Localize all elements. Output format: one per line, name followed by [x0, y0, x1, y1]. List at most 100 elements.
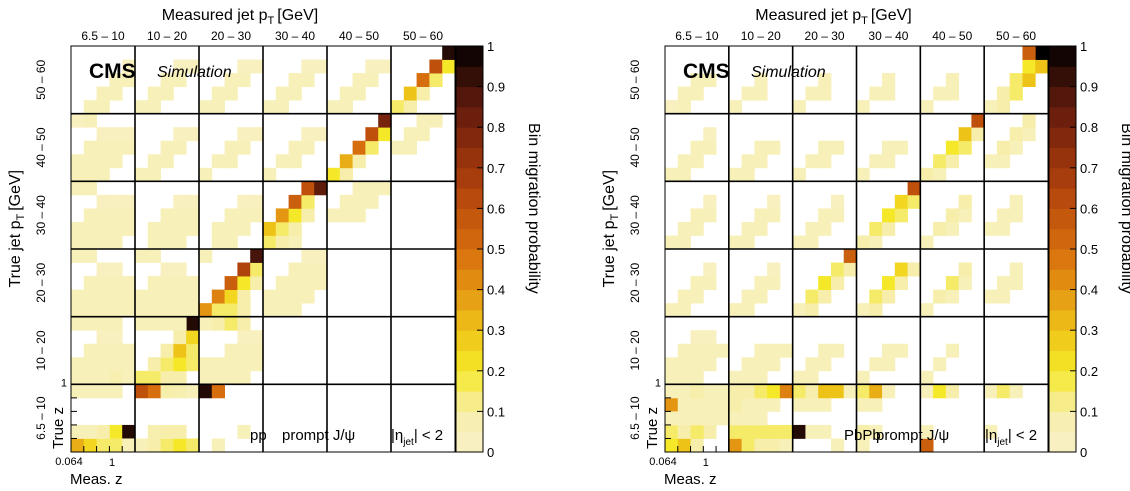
heatmap-cell	[882, 357, 896, 372]
heatmap-cell	[843, 249, 857, 263]
heatmap-cell	[741, 289, 755, 304]
heatmap-cell	[945, 140, 960, 155]
heatmap-cell	[869, 357, 883, 372]
heatmap-cell	[288, 140, 302, 155]
heatmap-cells	[665, 46, 1049, 453]
heatmap-cell	[147, 86, 161, 101]
heatmap-cell	[275, 276, 289, 290]
heatmap-cell	[818, 289, 832, 304]
heatmap-cell	[933, 86, 947, 101]
heatmap-cell	[690, 370, 704, 385]
heatmap-cell	[403, 100, 417, 115]
heatmap-cell	[314, 181, 328, 196]
heatmap-cell	[147, 438, 161, 453]
heatmap-cell	[160, 303, 174, 318]
heatmap-cell	[147, 303, 161, 318]
heatmap-cell	[224, 208, 238, 223]
heatmap-cell	[135, 438, 149, 453]
heatmap-cell	[716, 397, 730, 412]
heatmap-cell	[288, 235, 302, 250]
heatmap-cell	[996, 100, 1011, 115]
heatmap-cell	[250, 59, 264, 74]
heatmap-cell	[1022, 73, 1036, 87]
heatmap-cell	[250, 194, 264, 209]
heatmap-cell	[186, 343, 200, 358]
top-bin-label: 50 – 60	[996, 29, 1036, 43]
z-tick-high-x: 1	[703, 457, 709, 469]
heatmap-cell	[83, 384, 97, 399]
colorbar-tick-label: 0	[487, 445, 494, 460]
heatmap-cell	[186, 357, 200, 372]
heatmap-cell	[728, 384, 742, 399]
heatmap-cell	[122, 424, 136, 439]
colorbar-tick-label: 0.9	[1080, 80, 1098, 95]
left-bin-label: 50 – 60	[628, 59, 642, 99]
heatmap-cell	[301, 262, 315, 277]
heatmap-cell	[416, 86, 430, 101]
heatmap-cell	[391, 140, 405, 155]
top-bin-label: 20 – 30	[211, 29, 251, 43]
heatmap-cell	[147, 249, 161, 263]
heatmap-cell	[275, 289, 289, 304]
heatmap-cell	[147, 235, 161, 250]
colorbar-tick-label: 0.2	[1080, 364, 1098, 379]
heatmap-cell	[741, 167, 755, 182]
heatmap-cell	[690, 221, 704, 236]
z-tick-high-x: 1	[109, 457, 115, 469]
annotation-system: pp	[250, 427, 267, 444]
colorbar-segment	[1049, 431, 1076, 453]
heatmap-cell	[894, 208, 908, 223]
heatmap-cell	[352, 194, 366, 209]
top-bin-label: 10 – 20	[741, 29, 781, 43]
heatmap-cell	[690, 154, 704, 169]
heatmap-cell	[429, 113, 443, 128]
heatmap-cell	[378, 127, 392, 142]
z-tick-low: 0.064	[55, 456, 83, 468]
heatmap-cell	[792, 235, 806, 250]
colorbar-segment	[456, 370, 483, 392]
heatmap-cell	[109, 208, 123, 223]
heatmap-cell	[96, 316, 110, 331]
colorbar-segment	[456, 188, 483, 209]
heatmap-cell	[160, 289, 174, 304]
heatmap-cell	[728, 397, 742, 412]
colorbar-segment	[456, 147, 483, 169]
heatmap-cell	[792, 384, 806, 399]
colorbar-segment	[1049, 330, 1076, 351]
heatmap-cell	[147, 316, 161, 331]
heatmap-cell	[224, 221, 238, 236]
heatmap-cell	[907, 262, 921, 277]
heatmap-cell	[996, 276, 1011, 290]
top-axis-title: Measured jet pT [GeV]	[755, 7, 911, 27]
heatmap-cell	[365, 181, 379, 196]
heatmap-cell	[109, 276, 123, 290]
heatmap-cell	[301, 73, 315, 87]
heatmap-cell	[237, 289, 251, 304]
heatmap-cell	[728, 167, 742, 182]
heatmap-cell	[1009, 384, 1023, 399]
heatmap-cell	[856, 167, 870, 182]
heatmap-cell	[83, 316, 97, 331]
heatmap-cell	[677, 397, 691, 412]
heatmap-cell	[830, 140, 845, 155]
heatmap-cell	[263, 221, 277, 236]
heatmap-cell	[703, 357, 717, 372]
heatmap-cell	[754, 73, 768, 87]
heatmap-cell	[856, 235, 870, 250]
heatmap-cell	[703, 411, 717, 426]
heatmap-cell	[703, 262, 717, 277]
heatmap-cell	[818, 140, 832, 155]
colorbar-segment	[456, 66, 483, 88]
heatmap-cell	[83, 370, 97, 385]
colorbar-tick-label: 0.4	[1080, 283, 1098, 298]
heatmap-cell	[665, 235, 679, 250]
heatmap-cell	[339, 208, 353, 223]
heatmap-cell	[122, 370, 136, 385]
heatmap-cell	[96, 303, 110, 318]
heatmap-cell	[109, 424, 123, 439]
heatmap-cell	[250, 208, 264, 223]
heatmap-cell	[741, 303, 755, 318]
heatmap-cell	[805, 154, 819, 169]
heatmap-cell	[173, 438, 187, 453]
heatmap-cell	[894, 140, 908, 155]
